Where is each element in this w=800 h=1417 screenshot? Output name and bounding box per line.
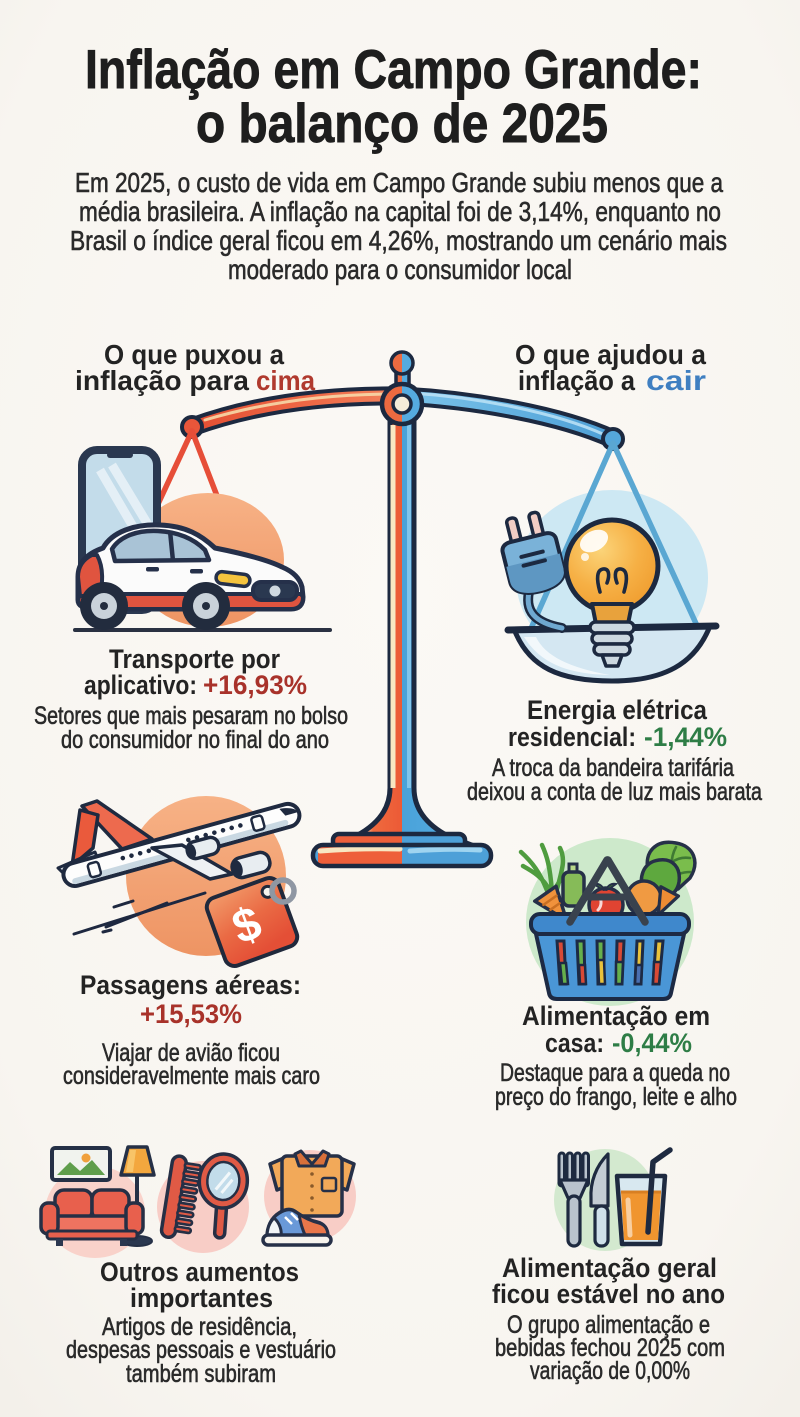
svg-text:consideravelmente mais caro: consideravelmente mais caro <box>63 1062 320 1090</box>
svg-text:média brasileira. A inflação n: média brasileira. A inflação na capital … <box>79 196 721 227</box>
svg-text:cair: cair <box>646 365 706 396</box>
svg-text:+15,53%: +15,53% <box>140 999 242 1029</box>
svg-text:Artigos de residência,: Artigos de residência, <box>102 1313 297 1341</box>
svg-text:despesas pessoais e vestuário: despesas pessoais e vestuário <box>66 1336 336 1364</box>
svg-text:Brasil o índice geral ficou em: Brasil o índice geral ficou em 4,26%, mo… <box>70 225 727 256</box>
svg-text:do consumidor no final do ano: do consumidor no final do ano <box>61 726 329 754</box>
svg-text:Inflação em Campo Grande:: Inflação em Campo Grande: <box>85 38 702 100</box>
svg-text:deixou a conta de luz mais bar: deixou a conta de luz mais barata <box>467 778 762 806</box>
svg-text:Viajar de avião ficou: Viajar de avião ficou <box>102 1039 280 1067</box>
svg-text:aplicativo:: aplicativo: <box>84 670 197 700</box>
svg-text:Destaque para a queda no: Destaque para a queda no <box>500 1059 730 1087</box>
svg-text:preço do frango, leite e alho: preço do frango, leite e alho <box>495 1083 737 1111</box>
svg-text:O que puxou a: O que puxou a <box>104 339 284 370</box>
svg-text:O que ajudou a: O que ajudou a <box>515 339 706 370</box>
svg-text:moderado para o consumidor loc: moderado para o consumidor local <box>228 254 572 285</box>
svg-text:residencial:: residencial: <box>508 722 636 752</box>
svg-text:-0,44%: -0,44% <box>612 1028 692 1058</box>
svg-text:Setores que mais pesaram no bo: Setores que mais pesaram no bolso <box>34 702 348 730</box>
svg-text:Passagens aéreas:: Passagens aéreas: <box>80 970 301 1000</box>
svg-text:Outros aumentos: Outros aumentos <box>100 1257 299 1287</box>
svg-text:importantes: importantes <box>130 1283 273 1313</box>
svg-text:-1,44%: -1,44% <box>644 722 727 752</box>
svg-text:Transporte por: Transporte por <box>109 644 280 674</box>
svg-text:variação de 0,00%: variação de 0,00% <box>530 1357 690 1385</box>
svg-text:Em 2025, o custo de vida em Ca: Em 2025, o custo de vida em Campo Grande… <box>75 167 723 198</box>
svg-text:bebidas fechou 2025 com: bebidas fechou 2025 com <box>495 1334 725 1362</box>
svg-text:cima: cima <box>256 365 315 396</box>
svg-text:o balanço de 2025: o balanço de 2025 <box>196 92 608 154</box>
svg-text:O grupo alimentação e: O grupo alimentação e <box>507 1311 710 1339</box>
svg-text:Energia elétrica: Energia elétrica <box>527 695 708 725</box>
svg-text:casa:: casa: <box>545 1028 604 1058</box>
svg-text:+16,93%: +16,93% <box>203 670 307 700</box>
svg-text:inflação a: inflação a <box>518 365 635 396</box>
svg-text:A troca da bandeira tarifária: A troca da bandeira tarifária <box>492 754 734 782</box>
svg-text:também subiram: também subiram <box>126 1360 276 1388</box>
svg-text:inflação para: inflação para <box>75 365 249 396</box>
svg-text:Alimentação geral: Alimentação geral <box>502 1253 717 1283</box>
svg-text:ficou estável no ano: ficou estável no ano <box>492 1279 725 1309</box>
svg-text:Alimentação em: Alimentação em <box>522 1001 710 1031</box>
